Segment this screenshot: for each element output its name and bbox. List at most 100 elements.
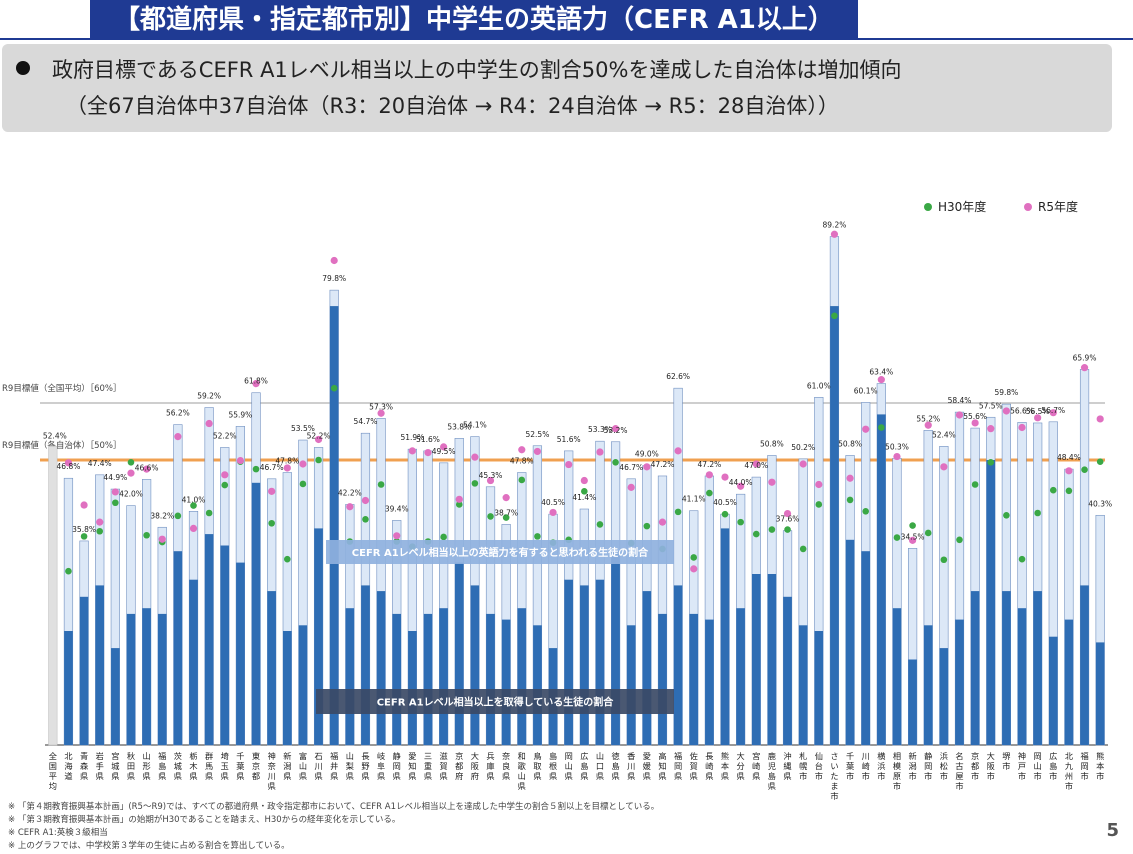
value-label: 59.8% — [994, 388, 1018, 397]
category-char: 市 — [908, 771, 916, 781]
category-char: 市 — [987, 771, 995, 781]
category-label: 滋賀県 — [440, 751, 448, 781]
dot-h30 — [1065, 487, 1073, 495]
bar-acquired — [157, 613, 167, 745]
category-char: 千 — [236, 751, 244, 761]
category-char: 神 — [268, 751, 276, 761]
category-char: い — [830, 761, 838, 771]
category-label: 大阪府 — [471, 751, 479, 781]
dot-h30 — [190, 502, 197, 509]
category-char: 福 — [1080, 751, 1088, 761]
bar-acquired — [533, 625, 542, 745]
dot-r5 — [143, 465, 151, 473]
category-char: 岡 — [1080, 761, 1088, 771]
category-char: 県 — [346, 771, 354, 781]
dot-r5 — [236, 456, 245, 465]
dot-h30 — [596, 521, 604, 528]
dot-r5 — [611, 425, 620, 433]
value-label: 56.7% — [1041, 406, 1065, 415]
value-label: 65.9% — [1073, 353, 1097, 362]
dot-h30 — [752, 530, 760, 538]
category-char: 県 — [674, 771, 682, 781]
bar-acquired — [204, 534, 214, 745]
dot-h30 — [1034, 509, 1041, 517]
category-label: 岩手県 — [96, 751, 104, 781]
dot-r5 — [221, 471, 229, 479]
category-char: 市 — [830, 791, 838, 801]
dot-r5 — [1034, 414, 1042, 422]
dot-r5 — [377, 409, 385, 417]
value-label: 42.0% — [119, 490, 143, 499]
dot-r5 — [346, 503, 354, 511]
category-char: 形 — [143, 761, 151, 771]
category-label: 横浜市 — [877, 751, 885, 781]
category-char: 岐 — [377, 751, 385, 761]
category-char: 県 — [721, 771, 729, 781]
dot-h30 — [643, 522, 651, 530]
category-char: 市 — [1002, 761, 1010, 771]
category-label: 沖縄県 — [783, 751, 791, 781]
category-char: ま — [830, 781, 838, 791]
value-label: 41.0% — [182, 495, 206, 504]
category-label: 千葉市 — [846, 751, 854, 781]
dot-h30 — [768, 526, 776, 533]
category-char: 府 — [471, 771, 479, 781]
category-char: 県 — [393, 771, 401, 781]
value-label: 54.7% — [354, 417, 378, 426]
dot-r5 — [205, 419, 213, 428]
dot-r5 — [862, 425, 870, 433]
bar-acquired — [986, 460, 996, 745]
dot-r5 — [393, 532, 401, 540]
dot-r5 — [924, 421, 932, 429]
page-number: 5 — [1106, 820, 1119, 841]
dot-r5 — [705, 471, 713, 479]
dot-r5 — [518, 446, 526, 454]
category-char: 市 — [815, 771, 823, 781]
dot-r5 — [80, 501, 88, 509]
category-label: 島根県 — [549, 751, 557, 781]
category-char: 葉 — [236, 761, 244, 771]
category-label: 熊本県 — [721, 751, 729, 781]
category-char: 島 — [768, 771, 776, 781]
dot-r5 — [690, 565, 698, 573]
dot-r5 — [815, 480, 823, 489]
summary-box: 政府目標であるCEFR A1レベル相当以上の中学生の割合50%を達成した自治体は… — [2, 44, 1112, 132]
dot-r5 — [971, 419, 979, 427]
value-label: 52.5% — [526, 430, 550, 439]
bar-acquired — [267, 591, 276, 745]
dot-r5 — [908, 536, 917, 544]
dot-h30 — [268, 519, 275, 527]
bar-acquired — [673, 585, 683, 745]
value-label: 47.8% — [510, 457, 534, 466]
value-label: 53.8% — [447, 422, 471, 431]
dot-r5 — [1002, 407, 1010, 415]
value-label: 47.2% — [651, 460, 675, 469]
page-title: 【都道府県・指定都市別】中学生の英語力（CEFR A1以上） — [90, 0, 858, 40]
category-char: 堺 — [1002, 751, 1010, 761]
category-char: 市 — [799, 771, 807, 781]
bar-chart: R9目標値（全国平均）［60%］ R9目標値（各自治体）［50%］ 52.4% 46… — [2, 199, 1112, 801]
bar-national-average — [48, 446, 58, 746]
dot-h30 — [893, 534, 901, 541]
category-char: 浜 — [940, 751, 948, 761]
dot-h30 — [846, 496, 854, 504]
category-char: 庫 — [486, 761, 494, 771]
dot-h30 — [315, 456, 322, 464]
category-char: 山 — [1034, 761, 1042, 771]
dot-r5 — [955, 411, 964, 419]
bar-acquired — [517, 608, 527, 745]
dot-r5 — [455, 495, 463, 503]
category-char: 鳥 — [533, 751, 541, 761]
dot-h30 — [518, 476, 526, 484]
category-char: 県 — [299, 771, 307, 781]
footnote-4: ※ 上のグラフでは、中学校第３学年の生徒に占める割合を算出している。 — [8, 841, 290, 851]
value-label: 35.8% — [72, 525, 96, 534]
category-char: 井 — [330, 761, 338, 771]
category-char: 葉 — [846, 761, 854, 771]
summary-text-1: 政府目標であるCEFR A1レベル相当以上の中学生の割合50%を達成した自治体は… — [52, 58, 902, 82]
category-char: 福 — [330, 751, 338, 761]
category-char: 市 — [924, 771, 932, 781]
category-char: 崎 — [752, 761, 760, 771]
dot-h30 — [362, 515, 369, 523]
dot-h30 — [721, 510, 729, 518]
